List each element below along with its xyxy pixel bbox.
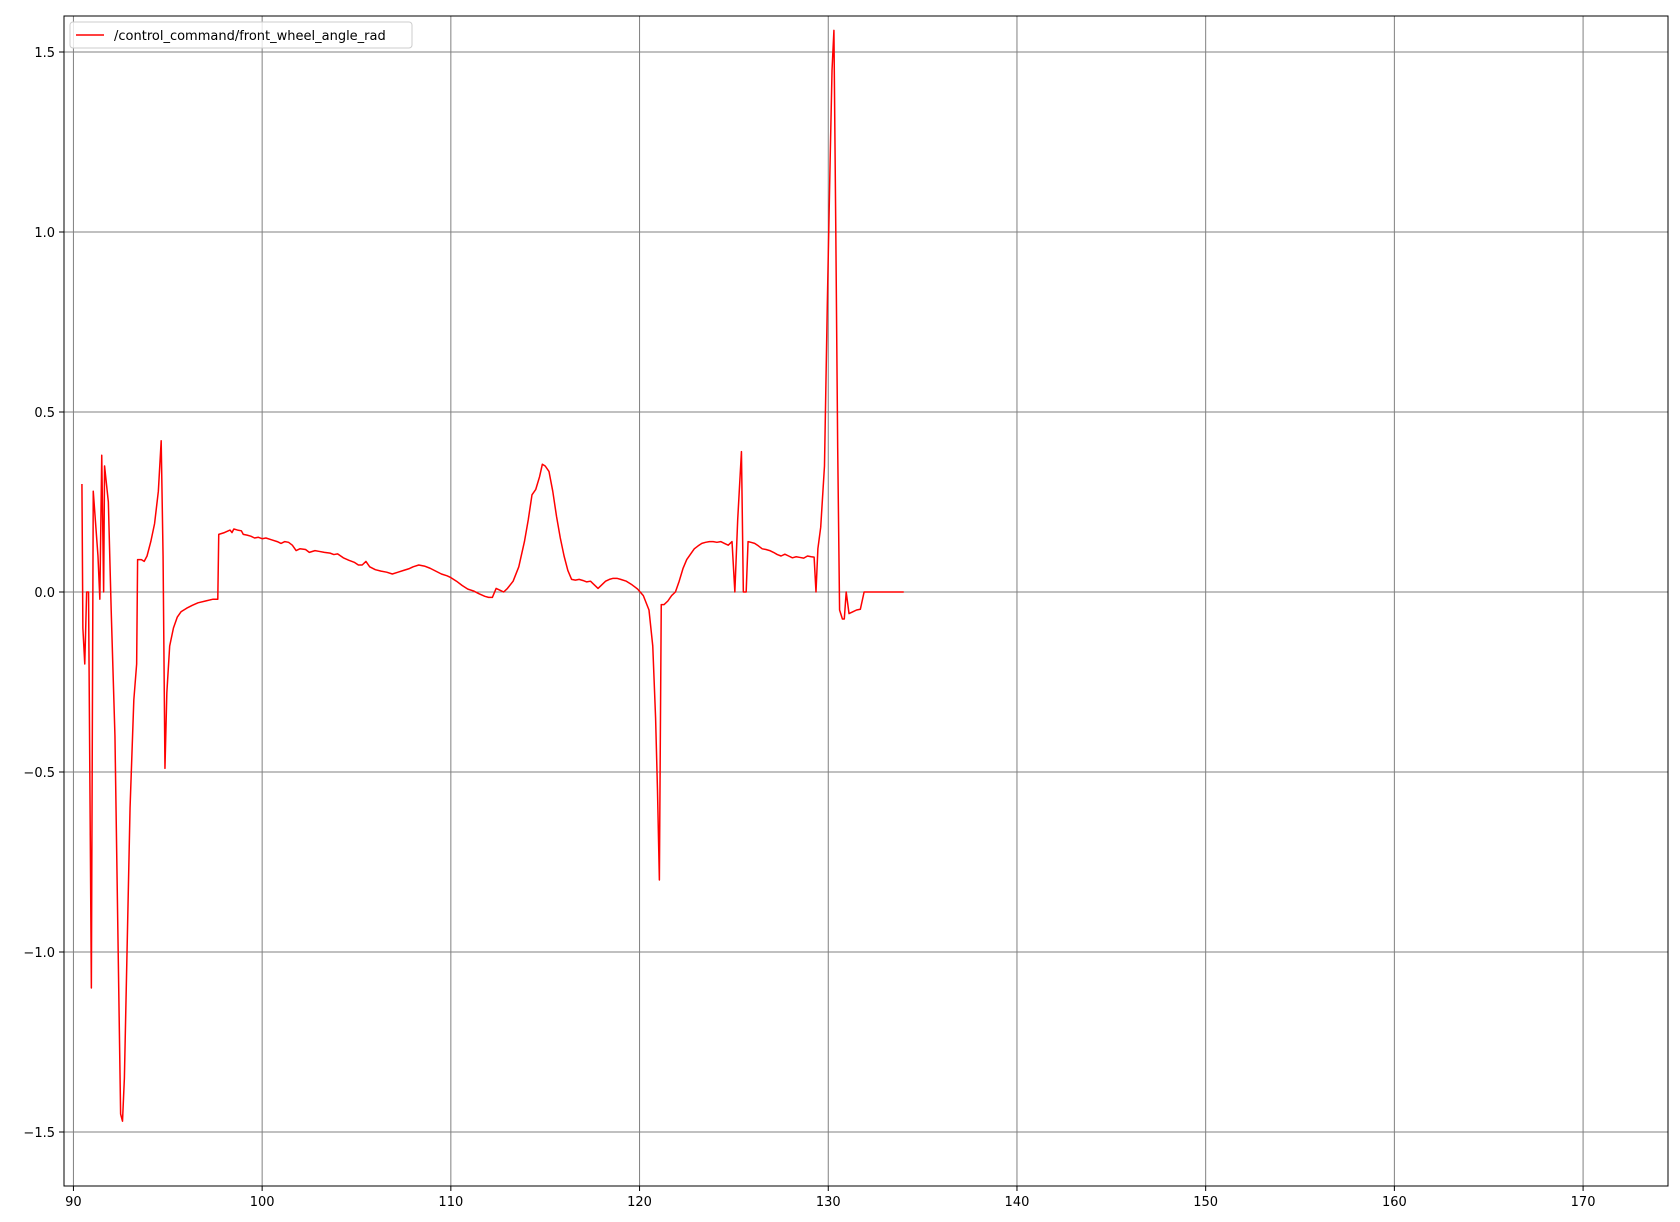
y-tick-label: 1.5 bbox=[34, 46, 55, 61]
x-tick-label: 90 bbox=[65, 1195, 82, 1210]
y-tick-label: −1.5 bbox=[23, 1126, 55, 1141]
y-tick-label: 0.0 bbox=[34, 586, 55, 601]
axes-frame bbox=[64, 16, 1668, 1186]
x-tick-label: 150 bbox=[1193, 1195, 1218, 1210]
y-tick-label: −1.0 bbox=[23, 946, 55, 961]
x-tick-label: 160 bbox=[1382, 1195, 1407, 1210]
x-tick-label: 170 bbox=[1571, 1195, 1596, 1210]
y-tick-label: −0.5 bbox=[23, 766, 55, 781]
x-tick-label: 140 bbox=[1005, 1195, 1030, 1210]
x-tick-label: 120 bbox=[627, 1195, 652, 1210]
legend: /control_command/front_wheel_angle_rad bbox=[70, 22, 412, 48]
x-tick-label: 100 bbox=[250, 1195, 275, 1210]
y-tick-label: 0.5 bbox=[34, 406, 55, 421]
plot-area bbox=[82, 30, 904, 1121]
x-tick-label: 130 bbox=[816, 1195, 841, 1210]
legend-label: /control_command/front_wheel_angle_rad bbox=[114, 29, 386, 44]
axis-ticks: 90 100 110 120 130 140 150 160 170 −1.5 −1.0 −0.5 0.… bbox=[23, 46, 1595, 1210]
grid-lines bbox=[64, 16, 1668, 1186]
series-line bbox=[82, 30, 904, 1121]
x-tick-label: 110 bbox=[438, 1195, 463, 1210]
y-tick-label: 1.0 bbox=[34, 226, 55, 241]
